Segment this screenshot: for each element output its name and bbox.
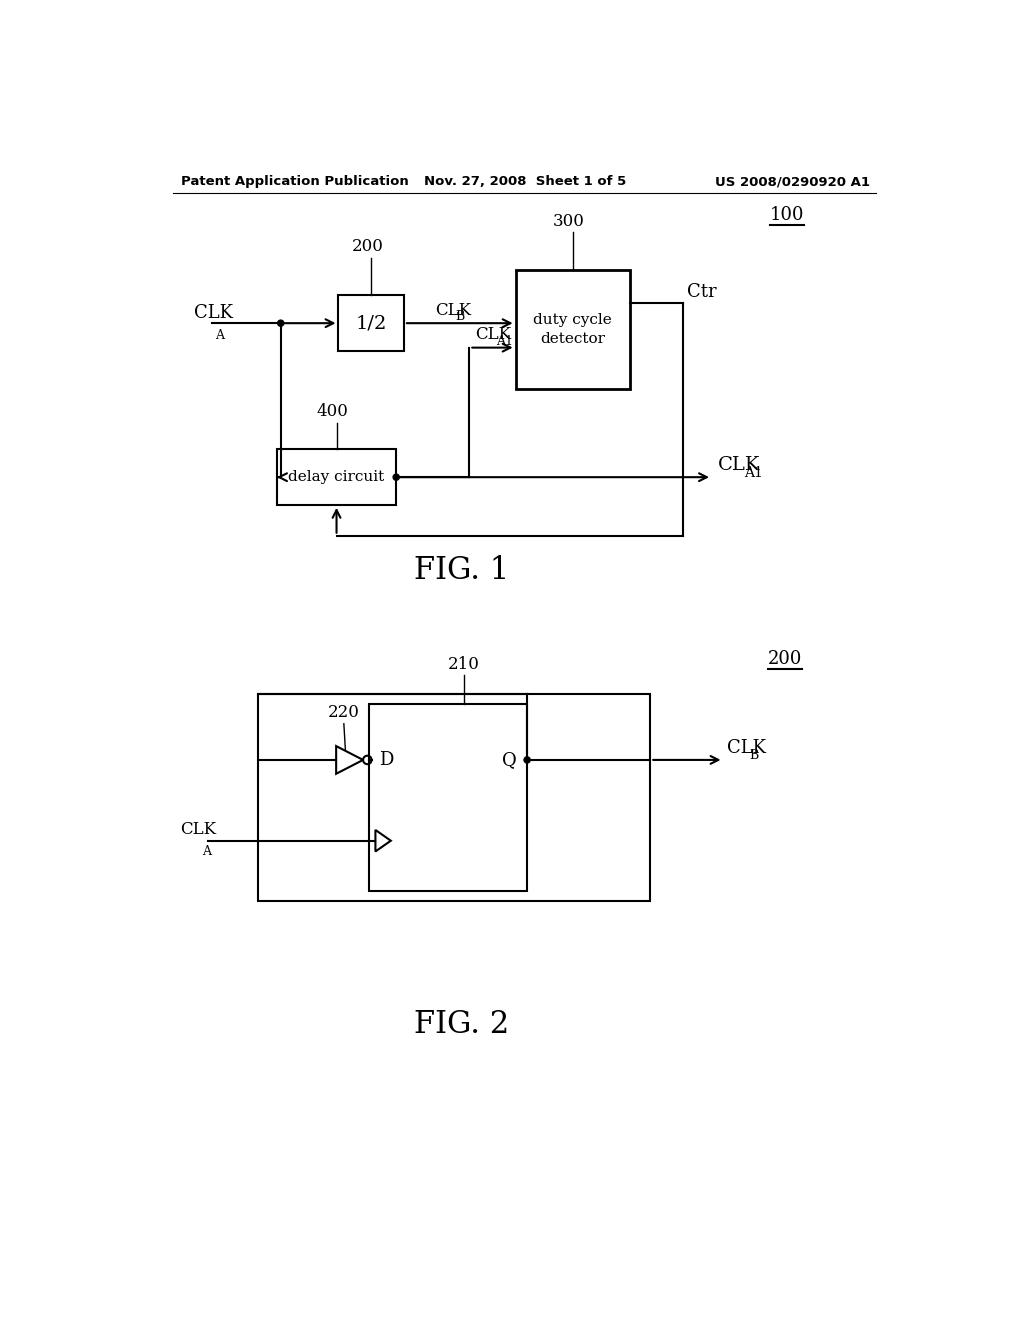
Text: A: A [202, 845, 211, 858]
Text: CLK: CLK [718, 457, 761, 474]
Text: Ctr: Ctr [687, 284, 717, 301]
Text: detector: detector [540, 331, 605, 346]
Bar [515, 271, 630, 389]
Circle shape [393, 474, 399, 480]
Text: B: B [750, 750, 759, 762]
Text: delay circuit: delay circuit [289, 470, 385, 484]
Text: A: A [215, 329, 224, 342]
Text: 100: 100 [770, 206, 804, 224]
Text: 400: 400 [316, 403, 348, 420]
Text: CLK: CLK [475, 326, 512, 343]
Text: Q: Q [503, 751, 517, 770]
Text: 300: 300 [553, 213, 585, 230]
Text: duty cycle: duty cycle [534, 313, 612, 327]
Bar [258, 693, 650, 902]
Text: CLK: CLK [180, 821, 217, 838]
Text: D: D [379, 751, 393, 770]
Circle shape [278, 321, 284, 326]
Text: FIG. 1: FIG. 1 [414, 554, 509, 586]
Text: B: B [456, 310, 465, 323]
Text: FIG. 2: FIG. 2 [414, 1010, 509, 1040]
Text: 1/2: 1/2 [355, 314, 387, 333]
Bar [339, 296, 403, 351]
Text: CLK: CLK [727, 739, 766, 756]
Text: CLK: CLK [435, 301, 471, 318]
Circle shape [524, 756, 530, 763]
Text: 200: 200 [768, 651, 803, 668]
Text: A1: A1 [744, 466, 763, 480]
Bar [276, 450, 396, 506]
Text: A1: A1 [497, 335, 513, 347]
Text: Patent Application Publication: Patent Application Publication [180, 176, 409, 187]
Text: US 2008/0290920 A1: US 2008/0290920 A1 [715, 176, 869, 187]
Text: 200: 200 [351, 239, 383, 256]
Text: Nov. 27, 2008  Sheet 1 of 5: Nov. 27, 2008 Sheet 1 of 5 [424, 176, 626, 187]
Text: 220: 220 [328, 705, 359, 722]
Bar [370, 704, 527, 891]
Text: CLK: CLK [194, 304, 232, 322]
Text: 210: 210 [447, 656, 479, 673]
